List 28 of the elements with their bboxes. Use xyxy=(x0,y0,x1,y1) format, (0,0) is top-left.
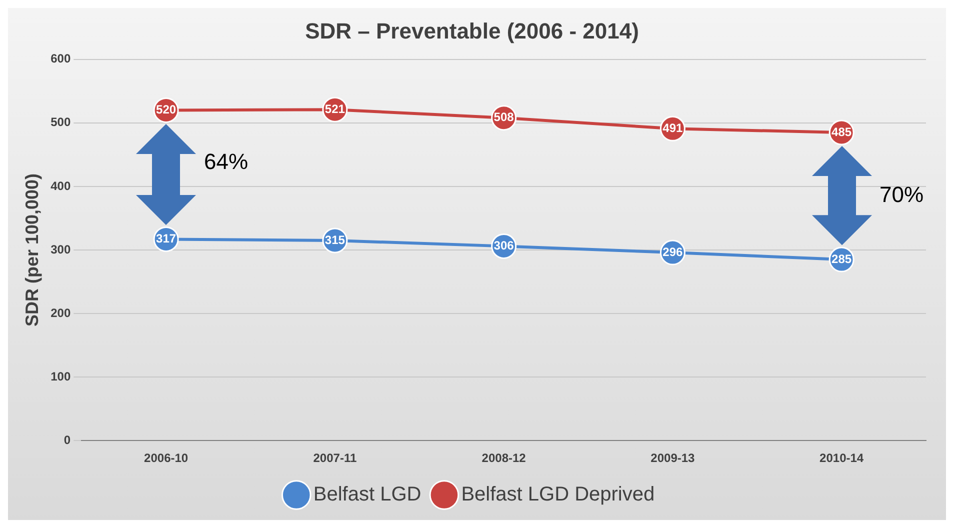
legend-label: Belfast LGD xyxy=(313,484,422,506)
x-tick-label: 2009-13 xyxy=(650,451,696,466)
y-tick-label: 400 xyxy=(50,178,71,193)
data-label: 508 xyxy=(494,110,514,124)
x-tick-label: 2007-11 xyxy=(313,451,357,466)
data-label: 317 xyxy=(156,232,176,246)
y-axis-title: SDR (per 100,000) xyxy=(22,173,42,327)
x-tick-label: 2006-10 xyxy=(144,451,188,466)
data-label: 296 xyxy=(662,244,684,259)
data-label: 485 xyxy=(832,124,852,139)
data-label: 491 xyxy=(662,120,684,135)
chart-title: SDR – Preventable (2006 - 2014) xyxy=(305,18,639,44)
y-tick-label: 600 xyxy=(50,52,71,66)
data-label: 521 xyxy=(324,102,346,116)
y-tick-label: 200 xyxy=(50,306,71,320)
y-tick-label: 100 xyxy=(50,369,71,384)
x-tick-label: 2008-12 xyxy=(482,451,526,466)
annotation: 64% xyxy=(204,148,248,174)
legend-label: Belfast LGD Deprived xyxy=(461,484,655,506)
data-label: 315 xyxy=(324,232,346,247)
y-tick-label: 0 xyxy=(64,432,71,447)
data-label: 285 xyxy=(832,252,852,266)
data-label: 306 xyxy=(494,238,514,252)
y-tick-label: 300 xyxy=(50,242,71,256)
y-tick-label: 500 xyxy=(50,115,71,130)
x-tick-label: 2010-14 xyxy=(820,451,864,466)
data-label: 520 xyxy=(156,102,176,117)
annotation: 70% xyxy=(880,182,924,208)
